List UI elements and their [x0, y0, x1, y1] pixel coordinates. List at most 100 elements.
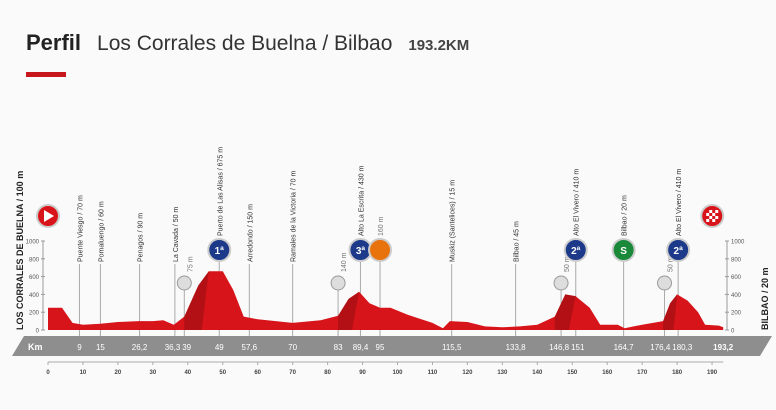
x-tick-label: 150 [567, 370, 578, 376]
stage-name: Los Corrales de Buelna / Bilbao [97, 32, 393, 55]
climb-start-altitude: 50 m [564, 256, 571, 272]
y-tick-label: 200 [29, 311, 40, 317]
km-point-label: 36,3 [165, 343, 181, 352]
x-tick-label: 10 [80, 370, 87, 376]
x-tick-label: 30 [150, 370, 157, 376]
page-title: Perfil [26, 30, 82, 55]
y-tick-label: 800 [731, 257, 742, 263]
y-tick-label: 600 [29, 275, 40, 281]
checker [709, 210, 713, 213]
x-tick-label: 60 [254, 370, 261, 376]
x-tick-label: 110 [428, 370, 438, 376]
y-tick-label: 0 [731, 329, 735, 335]
climb-start-icon [657, 275, 673, 291]
checker [706, 219, 710, 222]
x-tick-label: 100 [392, 370, 403, 376]
km-point-label: 133,8 [506, 343, 527, 352]
x-tick-label: 180 [672, 370, 683, 376]
start-label: LOS CORRALES DE BUELNA / 100 m [15, 171, 25, 330]
place-label: 160 m [378, 216, 385, 236]
checker [706, 213, 710, 216]
place-label: Ramales de la Victoria / 70 m [291, 171, 298, 262]
climb-shade [338, 291, 360, 330]
place-label: Pomaluengo / 60 m [98, 201, 105, 262]
km-point-label: 70 [288, 343, 297, 352]
category-label: 1ª [215, 246, 225, 257]
elevation-profile [48, 271, 724, 330]
y-tick-label: 200 [731, 311, 742, 317]
mountain-category-icon [666, 238, 691, 262]
climb-start-altitude: 140 m [341, 252, 348, 272]
climb-shade [663, 294, 678, 330]
x-tick-label: 160 [602, 370, 613, 376]
km-point-label: 9 [77, 343, 82, 352]
km-point-label: 49 [215, 343, 224, 352]
feed-zone-icon [368, 238, 393, 262]
mountain-category-icon [563, 238, 588, 262]
x-tick-label: 90 [359, 370, 366, 376]
x-tick-label: 0 [46, 370, 50, 376]
km-point-label: 89,4 [353, 343, 369, 352]
km-point-label: 193,2 [713, 343, 734, 352]
category-label: 2ª [674, 246, 684, 257]
accent-bar [26, 72, 66, 77]
checker [715, 210, 719, 213]
x-tick-label: 120 [462, 370, 473, 376]
place-label: Alto La Escrita / 430 m [358, 165, 365, 236]
place-label: Muskiz (Santelices) / 15 m [450, 180, 457, 262]
y-tick-label: 1000 [26, 240, 40, 246]
place-label: Penagos / 90 m [138, 213, 145, 262]
category-label: S [620, 246, 627, 257]
x-tick-label: 190 [707, 370, 718, 376]
place-label: Alto El Vivero / 410 m [676, 169, 683, 236]
km-point-label: 115,5 [442, 343, 462, 352]
y-tick-label: 400 [29, 293, 40, 299]
km-point-label: 151 [571, 343, 585, 352]
checker [709, 216, 713, 219]
km-point-label: 15 [96, 343, 105, 352]
header: Perfil Los Corrales de Buelna / Bilbao 1… [26, 30, 469, 56]
climb-start-altitude: 75 m [187, 256, 194, 272]
km-point-label: 164,7 [614, 343, 635, 352]
checker [712, 219, 716, 222]
climb-start-icon [176, 275, 192, 291]
km-point-label: 95 [376, 343, 385, 352]
category-label: 2ª [571, 246, 581, 257]
mountain-category-icon [207, 238, 232, 262]
checker [712, 213, 716, 216]
x-tick-label: 140 [532, 370, 543, 376]
km-label: Km [28, 342, 43, 352]
km-point-label: 39 [182, 343, 191, 352]
x-tick-label: 170 [637, 370, 648, 376]
climb-shade [554, 294, 576, 330]
x-tick-label: 70 [289, 370, 296, 376]
x-tick-label: 20 [115, 370, 122, 376]
y-tick-label: 400 [731, 293, 742, 299]
place-label: La Cavada / 50 m [173, 207, 180, 262]
km-point-label: 26,2 [132, 343, 148, 352]
km-point-label: 146,8 [549, 343, 570, 352]
y-tick-label: 1000 [731, 240, 745, 246]
x-tick-label: 50 [219, 370, 226, 376]
climb-shade [184, 271, 209, 330]
category-label: 3ª [356, 246, 366, 257]
y-tick-label: 800 [29, 257, 40, 263]
stage-distance: 193.2KM [408, 37, 470, 54]
x-tick-label: 130 [497, 370, 508, 376]
y-tick-label: 600 [731, 275, 742, 281]
place-label: Puerto de Las Alisas / 675 m [217, 147, 224, 236]
place-label: Bilbao / 20 m [622, 195, 629, 236]
sprint-icon [611, 238, 636, 262]
checker [715, 216, 719, 219]
km-band [12, 336, 772, 356]
x-tick-label: 80 [324, 370, 331, 376]
place-label: Bilbao / 45 m [514, 221, 521, 262]
x-tick-label: 40 [184, 370, 191, 376]
y-tick-label: 0 [36, 329, 40, 335]
place-label: Puente Viesgo / 70 m [77, 195, 84, 262]
km-point-label: 57,6 [242, 343, 258, 352]
finish-label: BILBAO / 20 m [760, 267, 770, 330]
place-label: Arredondo / 150 m [247, 204, 254, 262]
climb-start-altitude: 50 m [668, 256, 675, 272]
